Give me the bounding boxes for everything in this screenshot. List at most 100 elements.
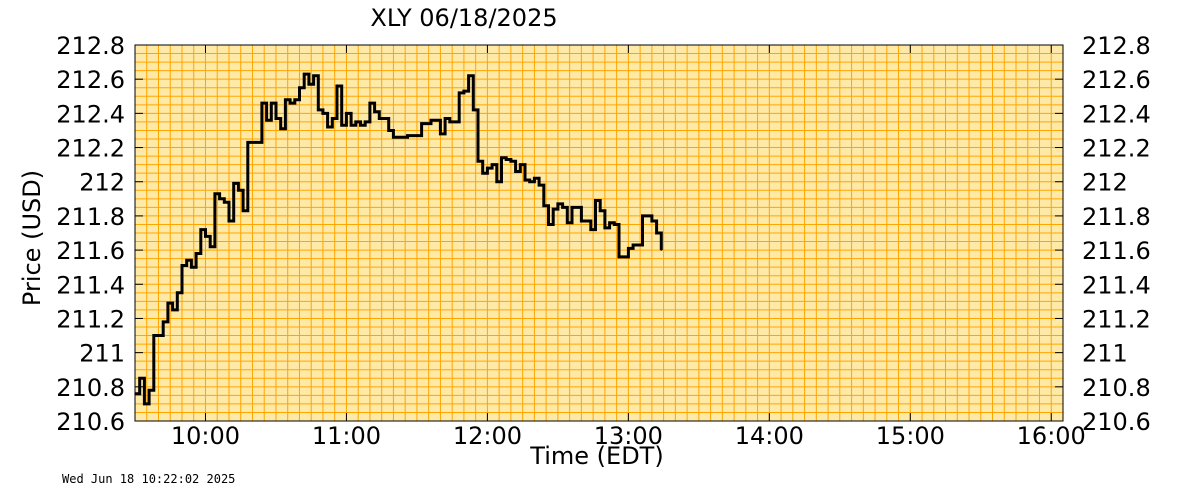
x-axis-label: Time (EDT) [529, 442, 663, 470]
price-point [280, 128, 282, 130]
x-tick-label: 16:00 [1017, 422, 1086, 450]
axis-ticks [135, 44, 1063, 422]
price-point [430, 119, 432, 121]
price-point [265, 119, 268, 121]
price-point [477, 160, 479, 162]
price-point [176, 292, 178, 294]
plot-frame [134, 44, 1064, 422]
price-point [543, 205, 545, 207]
price-point [181, 264, 183, 267]
price-point [463, 90, 465, 92]
price-point [519, 164, 521, 166]
price-point [496, 181, 498, 183]
price-point [233, 182, 235, 185]
price-point [552, 208, 554, 210]
y-tick-label-left: 211.4 [56, 271, 125, 299]
price-point [468, 75, 470, 77]
price-point [510, 160, 512, 162]
price-point [284, 99, 286, 101]
y-tick-label-right: 212.2 [1082, 135, 1151, 163]
price-point [397, 136, 399, 138]
price-point [341, 124, 343, 126]
price-point [308, 83, 310, 85]
price-point [312, 75, 315, 77]
price-point [604, 227, 606, 229]
price-point [514, 170, 517, 173]
y-tick-label-left: 212.2 [56, 135, 125, 163]
price-point [406, 134, 409, 137]
price-point [632, 244, 634, 246]
y-tick-label-left: 212.8 [56, 32, 125, 60]
price-point [350, 124, 352, 126]
price-point [402, 136, 404, 138]
x-tick-label: 11:00 [312, 422, 381, 450]
chart-title: XLY 06/18/2025 [370, 4, 557, 32]
y-tick-label-left: 211.6 [56, 237, 125, 265]
price-point [228, 220, 230, 222]
price-point [298, 87, 301, 89]
price-point [322, 112, 324, 114]
price-point [327, 126, 329, 128]
price-point [646, 215, 648, 217]
price-point [143, 403, 145, 405]
price-point [571, 206, 573, 208]
price-point [444, 117, 446, 120]
price-point [500, 157, 503, 159]
price-point [651, 220, 653, 222]
price-point [153, 334, 155, 337]
price-point [627, 247, 629, 249]
price-point [251, 141, 254, 144]
price-point [472, 109, 474, 111]
price-point [171, 309, 174, 311]
price-point [425, 123, 427, 125]
price-point [435, 119, 437, 121]
price-point [533, 177, 535, 179]
y-tick-label-right: 211.4 [1082, 271, 1151, 299]
price-point [416, 134, 418, 137]
price-point [317, 109, 319, 111]
x-tick-label: 13:00 [594, 422, 663, 450]
series-layer [134, 72, 663, 406]
price-point [294, 99, 296, 101]
price-point [186, 259, 188, 261]
price-point [270, 102, 272, 104]
y-tick-labels-right: 210.6 210.8 211 211.2 211.4 211.6 211.8 212 212.… [1082, 32, 1151, 436]
price-point [209, 246, 211, 248]
price-point [218, 198, 221, 200]
y-tick-label-right: 210.6 [1082, 408, 1151, 436]
price-point [331, 117, 333, 120]
y-tick-label-left: 211 [79, 340, 125, 368]
price-point [378, 117, 380, 120]
price-point [374, 111, 376, 113]
price-point [505, 158, 507, 161]
price-point [608, 222, 611, 224]
price-point [660, 249, 662, 251]
price-point [637, 244, 639, 246]
price-point [576, 206, 578, 208]
x-tick-label: 10:00 [171, 422, 240, 450]
price-point [594, 199, 597, 202]
price-point [486, 167, 489, 169]
y-tick-label-left: 210.8 [56, 374, 125, 402]
price-point [200, 228, 202, 231]
price-point [162, 321, 164, 323]
price-point [383, 117, 385, 120]
price-point [148, 389, 150, 391]
y-tick-label-left: 212 [79, 169, 125, 197]
price-point [242, 210, 244, 212]
price-point [580, 220, 582, 222]
price-point [392, 136, 395, 138]
price-point [585, 220, 587, 222]
y-tick-label-left: 211.8 [56, 203, 125, 231]
y-tick-label-right: 210.8 [1082, 374, 1151, 402]
price-point [566, 222, 568, 224]
price-point [256, 141, 258, 144]
x-tick-label: 15:00 [876, 422, 945, 450]
price-point [421, 123, 423, 125]
price-point [167, 302, 169, 304]
y-tick-label-right: 211 [1082, 340, 1128, 368]
y-tick-label-left: 212.4 [56, 100, 125, 128]
y-axis-label: Price (USD) [18, 170, 46, 306]
price-point [613, 223, 615, 226]
price-point [439, 133, 442, 135]
